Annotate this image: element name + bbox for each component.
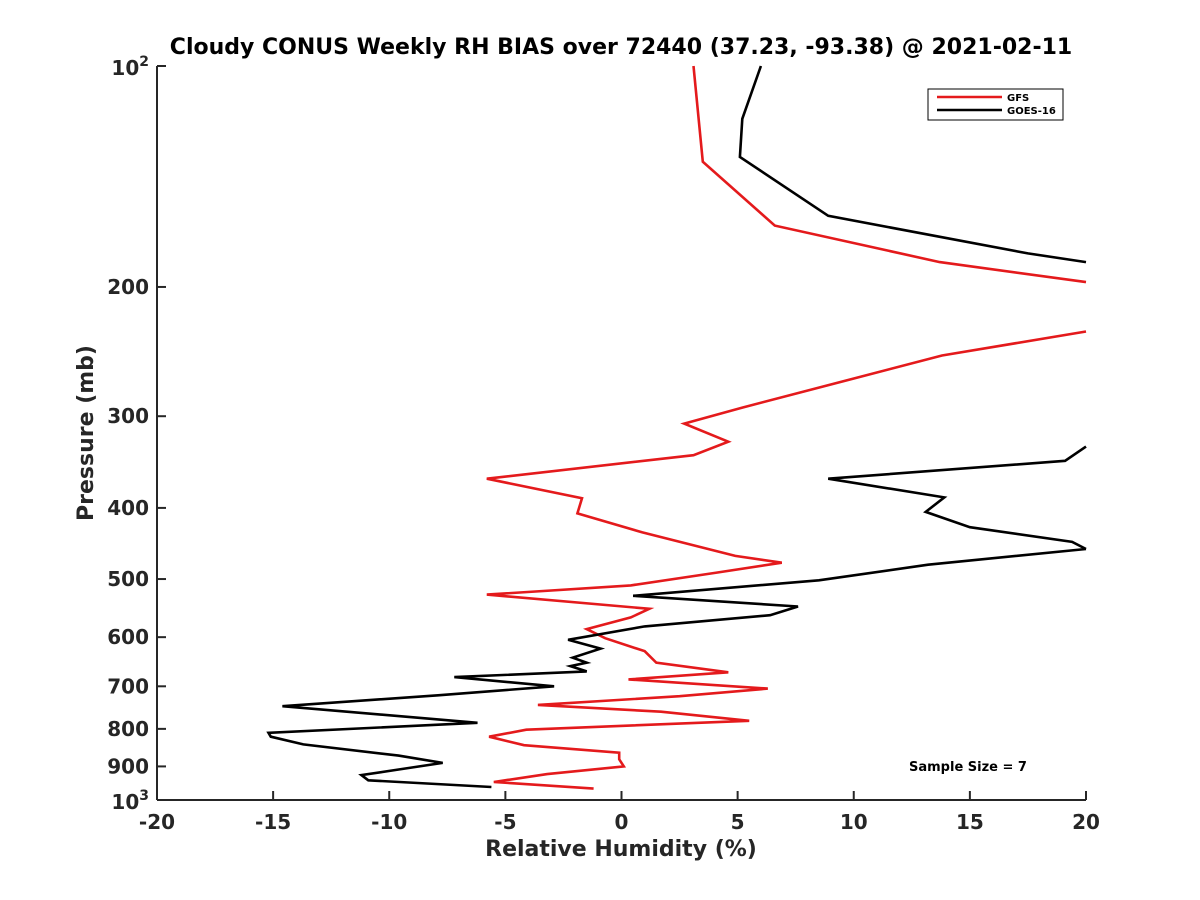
x-tick-label: 10 (840, 810, 868, 834)
x-tick-label: 15 (956, 810, 984, 834)
series-line-gfs (692, 65, 1087, 284)
series-line-goes16 (738, 65, 1087, 264)
y-tick-label-base: 10 (111, 56, 139, 80)
series-line-gfs (486, 330, 1087, 790)
y-tick-label: 800 (107, 717, 149, 741)
legend-label-goes16: GOES-16 (1007, 106, 1056, 117)
x-tick-label: 20 (1072, 810, 1100, 834)
y-tick-label: 200 (107, 275, 149, 299)
y-tick-label: 103 (111, 788, 149, 814)
y-tick-label: 102 (111, 54, 149, 80)
chart-title: Cloudy CONUS Weekly RH BIAS over 72440 (… (170, 35, 1072, 60)
series-line-goes16 (266, 547, 1087, 789)
y-tick-label: 300 (107, 404, 149, 428)
legend: GFS GOES-16 (927, 88, 1064, 121)
plot-area: -20 -15 -10 -5 0 5 10 15 20 10220030040050060070… (107, 54, 1100, 834)
legend-label-gfs: GFS (1007, 93, 1029, 104)
y-tick-label: 600 (107, 625, 149, 649)
y-tick-label-base: 10 (111, 790, 139, 814)
plot-background (157, 66, 1086, 800)
y-tick-label: 700 (107, 674, 149, 698)
y-tick-label-exponent: 2 (139, 54, 149, 70)
x-tick-label: -10 (371, 810, 407, 834)
series-line-goes16 (827, 445, 1087, 551)
x-axis-ticks: -20 -15 -10 -5 0 5 10 15 20 (139, 791, 1100, 834)
y-tick-label: 500 (107, 567, 149, 591)
x-axis-label: Relative Humidity (%) (485, 837, 757, 862)
x-tick-label: 5 (731, 810, 745, 834)
sample-size-annotation: Sample Size = 7 (909, 760, 1027, 775)
y-tick-label: 900 (107, 754, 149, 778)
x-tick-label: -20 (139, 810, 175, 834)
x-tick-label: 0 (615, 810, 629, 834)
series-layer (266, 65, 1087, 790)
x-tick-label: -15 (255, 810, 291, 834)
y-axis-label: Pressure (mb) (74, 345, 99, 521)
x-tick-label: -5 (494, 810, 516, 834)
y-tick-label: 400 (107, 496, 149, 520)
legend-box (927, 88, 1064, 121)
y-tick-label-exponent: 3 (139, 788, 149, 804)
